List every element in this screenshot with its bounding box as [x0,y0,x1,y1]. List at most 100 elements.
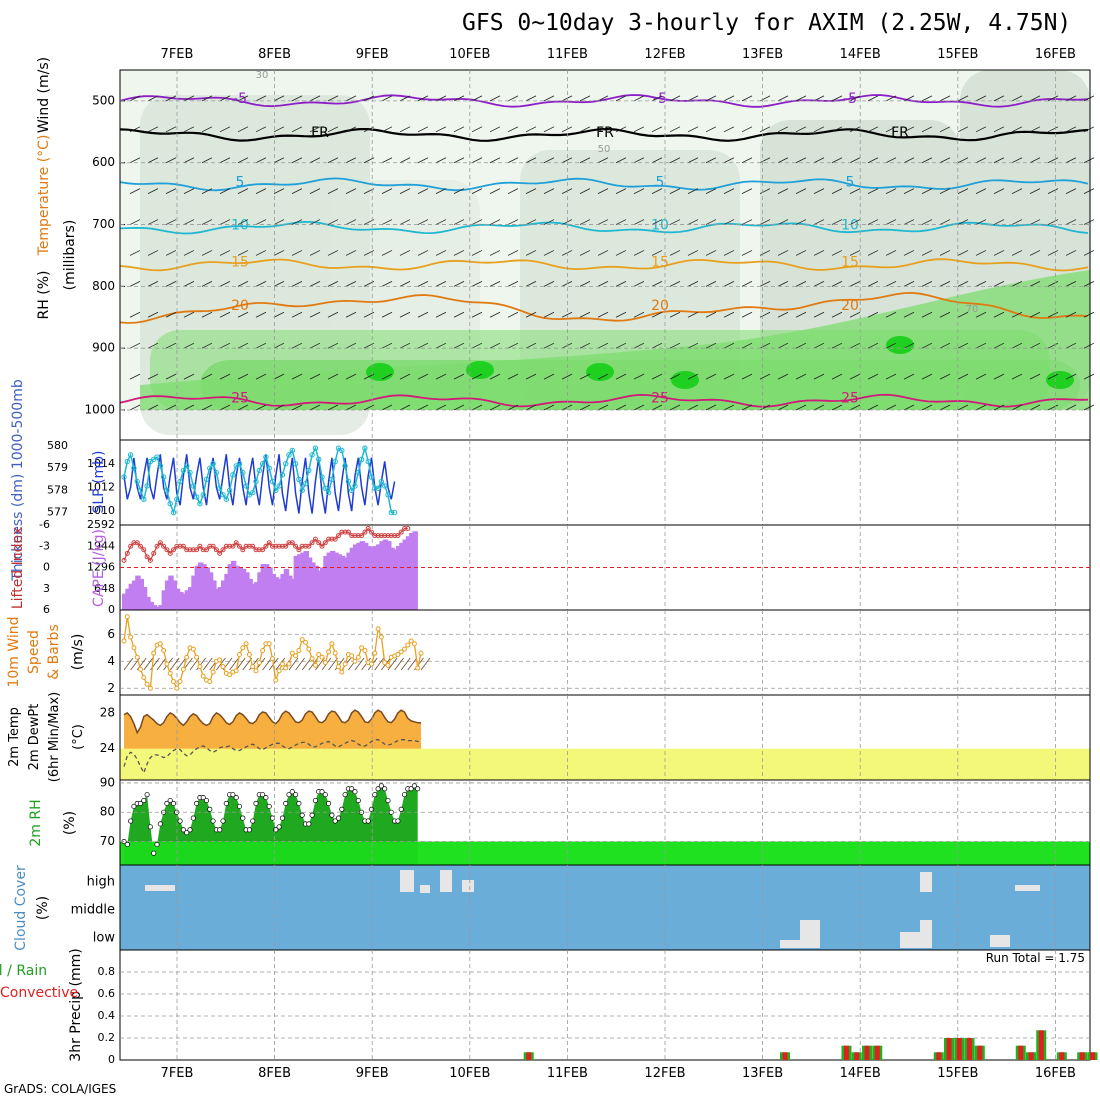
wind-barb [975,342,987,349]
precip-tick: 0.4 [98,1009,116,1022]
wind-barb [327,311,339,318]
cape-tick: 1296 [87,561,115,574]
wind-speed-point [184,654,190,660]
wind10m-panel: 2 4 6 [107,609,1091,696]
cape-bar [197,562,204,610]
wind-barb [849,373,861,380]
li-point [174,543,180,549]
cape-bar [224,573,230,610]
top-date-label: 7FEB [161,47,194,62]
wind-barb [543,404,555,411]
wind-speed-point [134,654,140,660]
cloud-bar [780,940,810,948]
li-point [134,540,140,546]
wind-barb [129,342,141,349]
wind-barb [597,250,609,256]
wind-barb [885,281,897,287]
data-point [250,489,256,496]
li-point [362,529,368,535]
wind-barb [1011,281,1023,287]
wind-barb [1011,250,1023,256]
precip-convective-bar [946,1038,952,1060]
wind-barb [651,311,663,318]
data-point [263,454,269,460]
wind-barb [777,250,789,256]
wind-barb [363,311,375,318]
rh-point [309,812,315,818]
wind-barb [615,188,627,194]
wind-barb [255,281,267,287]
wind-barb [597,342,609,349]
wind-barb [507,188,519,194]
cape-bar [257,572,263,610]
cape-bar [283,569,290,610]
wind-barb [777,373,789,380]
wind-barb [489,188,501,194]
wind-speed-point [372,650,378,656]
precip-convective-bar [977,1045,983,1060]
wind-barb [381,126,393,133]
cape-bar [188,587,194,610]
wind-barb [255,219,267,225]
rh-point [210,818,216,824]
li-point [316,540,322,546]
wind-barb [407,657,418,671]
li-point [171,547,176,553]
wind-barb [129,157,141,164]
wind-barb [417,126,429,133]
cape-bar [125,588,131,610]
cape-bar [135,575,141,610]
wind-barb [633,404,645,411]
wind-barb [201,311,213,318]
li-point [207,543,213,549]
li-point [250,543,256,549]
li-point [405,526,411,532]
wind-barb [813,188,825,194]
wind-barb [813,311,825,318]
rh2m-label: 2m RH [28,799,44,846]
wind-barb [561,157,573,164]
wind-barb [669,342,681,349]
wind-barb [975,250,987,256]
wind-barb [201,95,213,102]
data-point [207,465,213,471]
data-point [279,472,286,478]
cape-bar [194,565,201,610]
wind-speed-tick: 2 [107,681,115,695]
wind-barb [273,188,285,194]
precip-convective-bar [864,1045,870,1060]
li-label: Lifted Index [10,527,26,609]
wind-speed-point [316,652,322,658]
li-point [157,540,163,546]
precip-convective-bar [1028,1052,1034,1060]
rh-max-cell [1046,371,1074,389]
wind-speed-point [415,665,421,671]
wind-barb [633,311,645,318]
data-point [127,452,134,458]
wind-barb [1047,157,1059,164]
rh-point [137,800,144,806]
wind-barb [255,126,267,133]
wind-barb [1029,95,1041,102]
wind-barb [975,281,987,287]
wind-barb [1029,342,1041,349]
wind-barb [687,342,699,349]
data-point [352,483,358,489]
li-point [121,557,127,563]
wind-barb [165,404,177,411]
temp2m-label-line: 2m DewPt [27,704,42,771]
wind-barb [723,250,735,256]
cloud-bar [440,870,452,892]
li-point [395,533,401,539]
cape-bar [290,578,296,610]
wind-barb [705,95,717,102]
rh-max-cell [466,361,494,379]
wind-barb [867,311,879,318]
wind-barb [741,404,753,411]
rh-point [368,806,375,812]
wind-barb [993,126,1005,133]
wind-speed-point [220,664,226,670]
isotherm-label: FR [596,125,614,141]
wind-speed-point [359,645,365,651]
wind-barb [543,342,555,349]
